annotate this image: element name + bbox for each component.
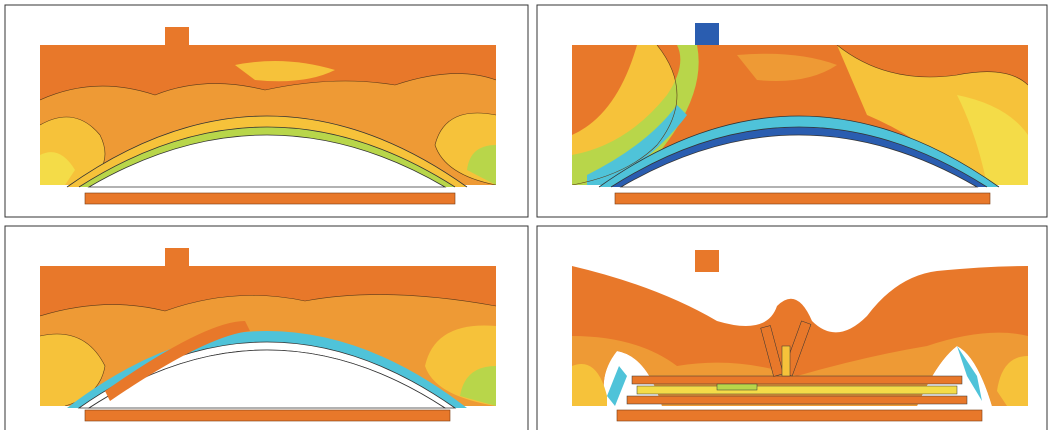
panel [5,226,528,430]
base-plate [615,193,990,204]
base-plate [617,410,982,421]
base-plate [85,193,455,204]
figure [0,0,1052,430]
panel [5,5,528,217]
load-block [695,23,719,47]
panel [537,226,1047,430]
load-block [695,250,719,272]
panel [537,5,1047,217]
base-plate [85,410,450,421]
